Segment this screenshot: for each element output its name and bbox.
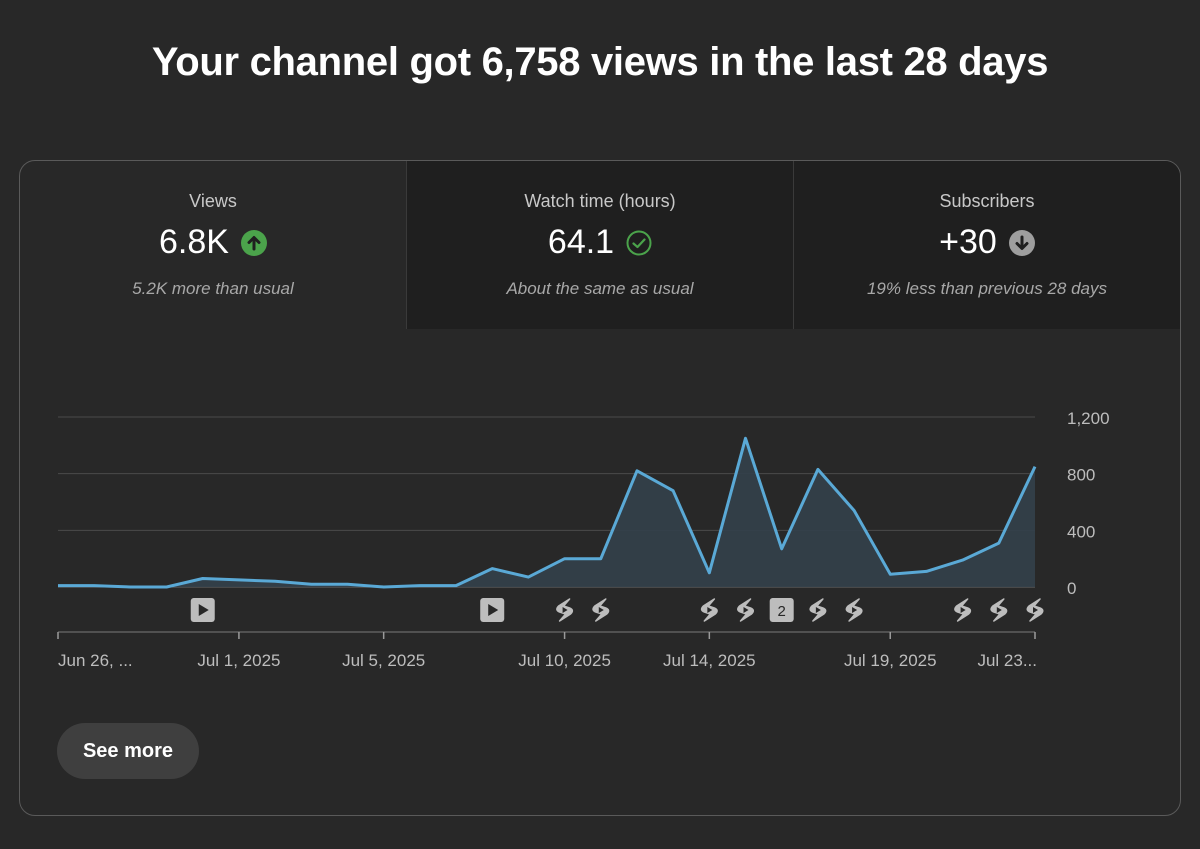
views-line [58,436,1037,589]
count-marker-icon [769,598,794,622]
x-tick-label: Jul 23... [977,651,1037,670]
y-tick-label: 400 [1067,522,1095,541]
x-tick-label: Jul 5, 2025 [342,651,425,670]
x-tick-label: Jul 10, 2025 [518,651,611,670]
shorts-play-icon [852,607,858,613]
tab-note: 5.2K more than usual [132,279,294,298]
shorts-play-icon [743,607,749,613]
shorts-play-icon [1033,607,1038,613]
shorts-play-icon [707,607,713,613]
count-marker-label: 2 [778,603,786,620]
play-icon [488,604,499,616]
tab-subscribers[interactable]: Subscribers +30 19% less than previous 2… [794,161,1180,329]
x-tick-label: Jun 26, ... [58,651,133,670]
x-tick-label: Jul 14, 2025 [663,651,756,670]
y-tick-label: 0 [1067,579,1076,598]
shorts-play-icon [598,607,604,613]
check-circle-icon [626,230,652,256]
x-tick-label: Jul 1, 2025 [197,651,280,670]
tab-label: Watch time (hours) [524,191,676,211]
views-chart[interactable]: 1,200 800 400 0 Jun 26, ... Jul 1, 2025 Jul 5,… [20,161,1180,701]
tab-note: 19% less than previous 28 days [866,279,1108,298]
views-area [58,438,1035,587]
tab-value: 6.8K [159,223,229,261]
arrow-up-icon [240,229,267,256]
shorts-play-icon [996,607,1002,613]
x-tick-label: Jul 19, 2025 [844,651,937,670]
play-icon [198,604,209,616]
tab-value: +30 [939,223,997,261]
tab-value: 64.1 [547,223,615,261]
tab-label: Views [189,191,237,211]
see-more-button[interactable]: See more [57,723,199,779]
y-tick-label: 800 [1067,466,1095,485]
metric-tabs: Views 6.8K 5.2K more than usual Watch ti… [20,161,1180,329]
shorts-play-icon [815,607,821,613]
arrow-down-icon [1008,229,1035,256]
tab-note: About the same as usual [506,279,694,298]
analytics-card: Views 6.8K 5.2K more than usual Watch ti… [19,160,1181,816]
shorts-play-icon [562,607,568,613]
tab-label: Subscribers [939,191,1035,211]
tab-views[interactable]: Views 6.8K 5.2K more than usual [20,161,407,329]
shorts-play-icon [960,607,966,613]
page-headline: Your channel got 6,758 views in the last… [151,40,1049,84]
tab-watch-time[interactable]: Watch time (hours) 64.1 About the same a… [407,161,794,329]
y-tick-label: 1,200 [1067,409,1110,428]
